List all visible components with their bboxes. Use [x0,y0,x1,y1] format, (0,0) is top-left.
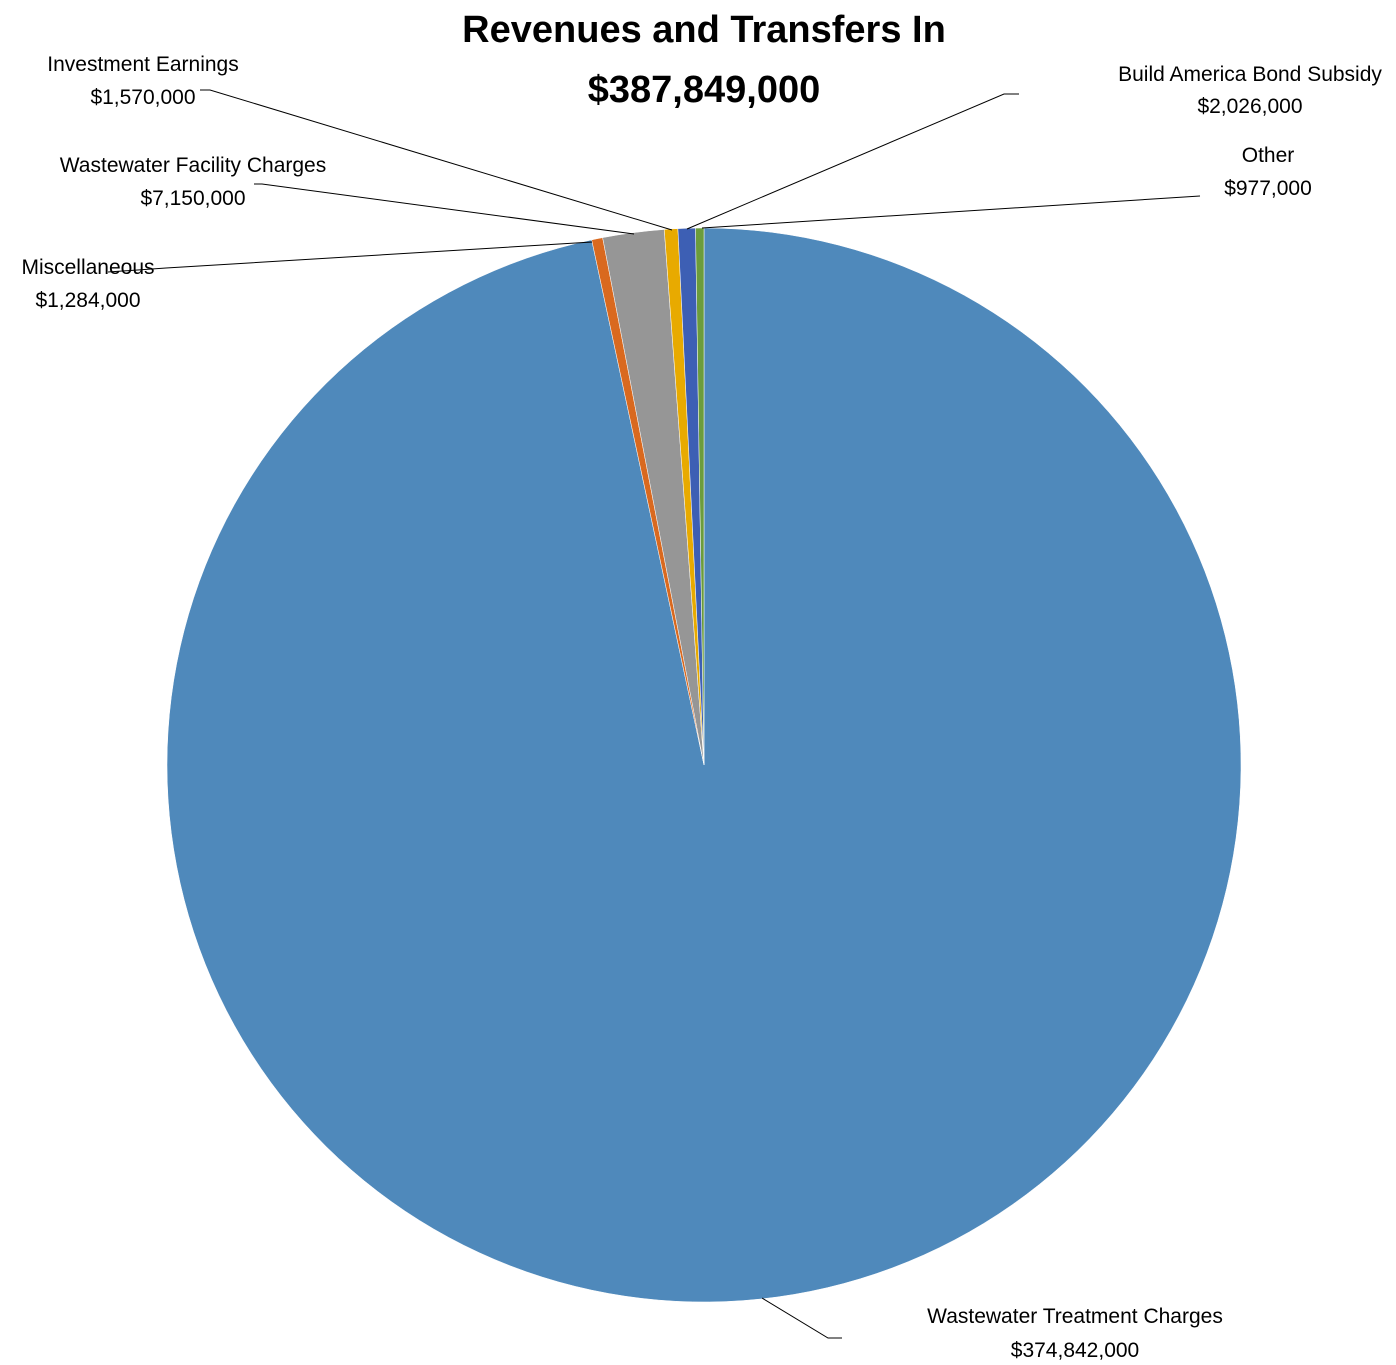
pie-slice-wastewater-treatment-charges [166,227,1242,1303]
slice-label-build-america-bond-subsidy: Build America Bond Subsidy [1118,63,1382,86]
slice-label-other: Other [1242,144,1295,167]
slice-label-wastewater-facility-charges: Wastewater Facility Charges [60,154,326,177]
slice-value-miscellaneous: $1,284,000 [35,289,140,312]
leader-line-build-america-bond-subsidy [686,93,1019,230]
slice-label-investment-earnings: Investment Earnings [47,53,238,76]
slice-label-wastewater-treatment-charges: Wastewater Treatment Charges [927,1305,1223,1328]
leader-lines [107,89,1201,1339]
slice-label-miscellaneous: Miscellaneous [21,256,154,279]
slice-value-investment-earnings: $1,570,000 [90,86,195,109]
slice-labels: Wastewater Treatment Charges $374,842,000… [21,53,1382,1362]
leader-line-miscellaneous [107,241,593,273]
leader-line-investment-earnings [200,89,673,231]
leader-line-wastewater-facility-charges [254,183,635,235]
leader-line-wastewater-treatment-charges [761,1297,842,1339]
slice-value-other: $977,000 [1224,177,1312,200]
chart-subtitle: $387,849,000 [588,69,820,111]
chart-title: Revenues and Transfers In [462,9,946,51]
pie-slices [166,227,1242,1303]
slice-value-build-america-bond-subsidy: $2,026,000 [1197,95,1302,118]
slice-value-wastewater-treatment-charges: $374,842,000 [1011,1339,1139,1362]
leader-line-other [701,195,1201,229]
slice-value-wastewater-facility-charges: $7,150,000 [140,187,245,210]
